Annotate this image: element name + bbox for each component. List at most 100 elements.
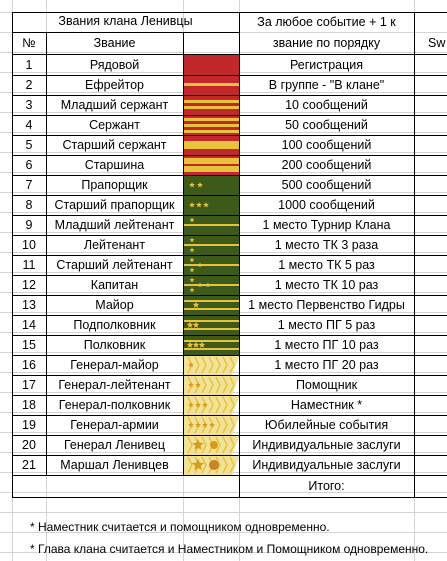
- gridline: [0, 532, 447, 533]
- header-col-num: №: [22, 36, 36, 50]
- table-border: [12, 75, 447, 76]
- rank-name: Маршал Ленивцев: [60, 458, 169, 472]
- table-border: [12, 295, 447, 296]
- rank-insignia: [184, 175, 240, 195]
- rank-number: 15: [22, 338, 36, 352]
- rank-name: Старший прапорщик: [54, 198, 175, 212]
- rank-name: Генерал-лейтенант: [58, 378, 171, 392]
- rank-name: Генерал-полковник: [58, 398, 171, 412]
- rank-number: 5: [25, 138, 33, 152]
- rank-insignia: [184, 195, 240, 215]
- rank-number: 12: [22, 278, 36, 292]
- rank-name: Полковник: [83, 338, 146, 352]
- header-title: Звания клана Ленивцы: [58, 14, 193, 28]
- rank-insignia: [184, 275, 240, 295]
- table-border: [12, 115, 447, 116]
- table-border: [239, 12, 240, 497]
- table-border: [12, 355, 447, 356]
- table-border: [12, 275, 447, 276]
- table-border: [12, 12, 13, 497]
- header-col-extra: Sw: [428, 36, 446, 50]
- table-border: [12, 135, 447, 136]
- rank-name: Младший лейтенант: [54, 218, 175, 232]
- rank-name: Старшина: [84, 158, 145, 172]
- rank-event: 200 сообщений: [281, 158, 372, 172]
- rank-number: 2: [25, 78, 33, 92]
- table-border: [12, 235, 447, 236]
- rank-number: 1: [25, 58, 33, 72]
- table-border: [46, 32, 47, 475]
- rank-name: Майор: [95, 298, 134, 312]
- table-border: [12, 335, 447, 336]
- rank-number: 20: [22, 438, 36, 452]
- rank-event: Индивидуальные заслуги: [252, 438, 401, 452]
- rank-name: Капитан: [90, 278, 139, 292]
- rank-event: 1 место ПГ 10 раз: [274, 338, 379, 352]
- rank-number: 21: [22, 458, 36, 472]
- rank-insignia: [184, 375, 240, 395]
- rank-name: Старший лейтенант: [56, 258, 173, 272]
- rank-insignia: [184, 395, 240, 415]
- rank-name: Подполковник: [73, 318, 156, 332]
- rank-number: 4: [25, 118, 33, 132]
- rank-event: 100 сообщений: [281, 138, 372, 152]
- footnote: * Наместник считается и помощником однов…: [30, 520, 330, 534]
- rank-number: 13: [22, 298, 36, 312]
- table-border: [12, 12, 447, 13]
- rank-event: Регистрация: [289, 58, 364, 72]
- rank-event: 1 место ТК 3 раза: [274, 238, 379, 252]
- rank-event: Индивидуальные заслуги: [252, 458, 401, 472]
- rank-insignia: [184, 115, 240, 135]
- rank-number: 8: [25, 198, 33, 212]
- rank-number: 6: [25, 158, 33, 172]
- rank-name: Младший сержант: [60, 98, 169, 112]
- table-border: [12, 497, 447, 498]
- table-border: [12, 395, 447, 396]
- rank-number: 3: [25, 98, 33, 112]
- rank-event: Помощник: [295, 378, 358, 392]
- rank-event: 1 место ТК 10 раз: [274, 278, 379, 292]
- rank-event: Наместник *: [290, 398, 363, 412]
- table-border: [12, 375, 447, 376]
- total-label: Итого:: [308, 479, 345, 493]
- rank-name: Рядовой: [89, 58, 140, 72]
- rank-name: Старший сержант: [62, 138, 167, 152]
- table-border: [414, 12, 415, 497]
- rank-insignia: [184, 155, 240, 175]
- header-col-event: звание по порядку: [272, 36, 381, 50]
- rank-event: 1000 сообщений: [278, 198, 375, 212]
- table-border: [12, 32, 239, 33]
- rank-event: 1 место ПГ 20 раз: [274, 358, 379, 372]
- rank-event: 1 место ПГ 5 раз: [277, 318, 376, 332]
- gridline: [0, 512, 447, 513]
- table-border: [12, 435, 447, 436]
- rank-insignia: [184, 335, 240, 355]
- rank-insignia: [184, 415, 240, 435]
- table-border: [12, 455, 447, 456]
- rank-insignia: [184, 135, 240, 155]
- table-border: [12, 155, 447, 156]
- rank-insignia: [184, 55, 240, 75]
- table-border: [12, 415, 447, 416]
- rank-insignia: [184, 95, 240, 115]
- rank-event: В группе - "В клане": [268, 78, 385, 92]
- rank-event: 1 место ТК 5 раз: [278, 258, 375, 272]
- rank-name: Прапорщик: [81, 178, 148, 192]
- footnote: * Глава клана считается и Наместником и …: [30, 542, 429, 556]
- rank-number: 14: [22, 318, 36, 332]
- rank-event: 1 место Турнир Клана: [262, 218, 391, 232]
- rank-insignia: [184, 315, 240, 335]
- gridline: [0, 52, 447, 53]
- rank-number: 10: [22, 238, 36, 252]
- rank-event: 500 сообщений: [281, 178, 372, 192]
- table-border: [12, 95, 447, 96]
- rank-insignia: [184, 295, 240, 315]
- table-border: [183, 32, 184, 475]
- table-border: [12, 54, 447, 55]
- rank-number: 18: [22, 398, 36, 412]
- rank-name: Генерал Ленивец: [63, 438, 166, 452]
- rank-name: Сержант: [89, 118, 140, 132]
- header-col-event: За любое событие + 1 к: [257, 15, 396, 29]
- rank-event: 1 место Первенство Гидры: [248, 298, 405, 312]
